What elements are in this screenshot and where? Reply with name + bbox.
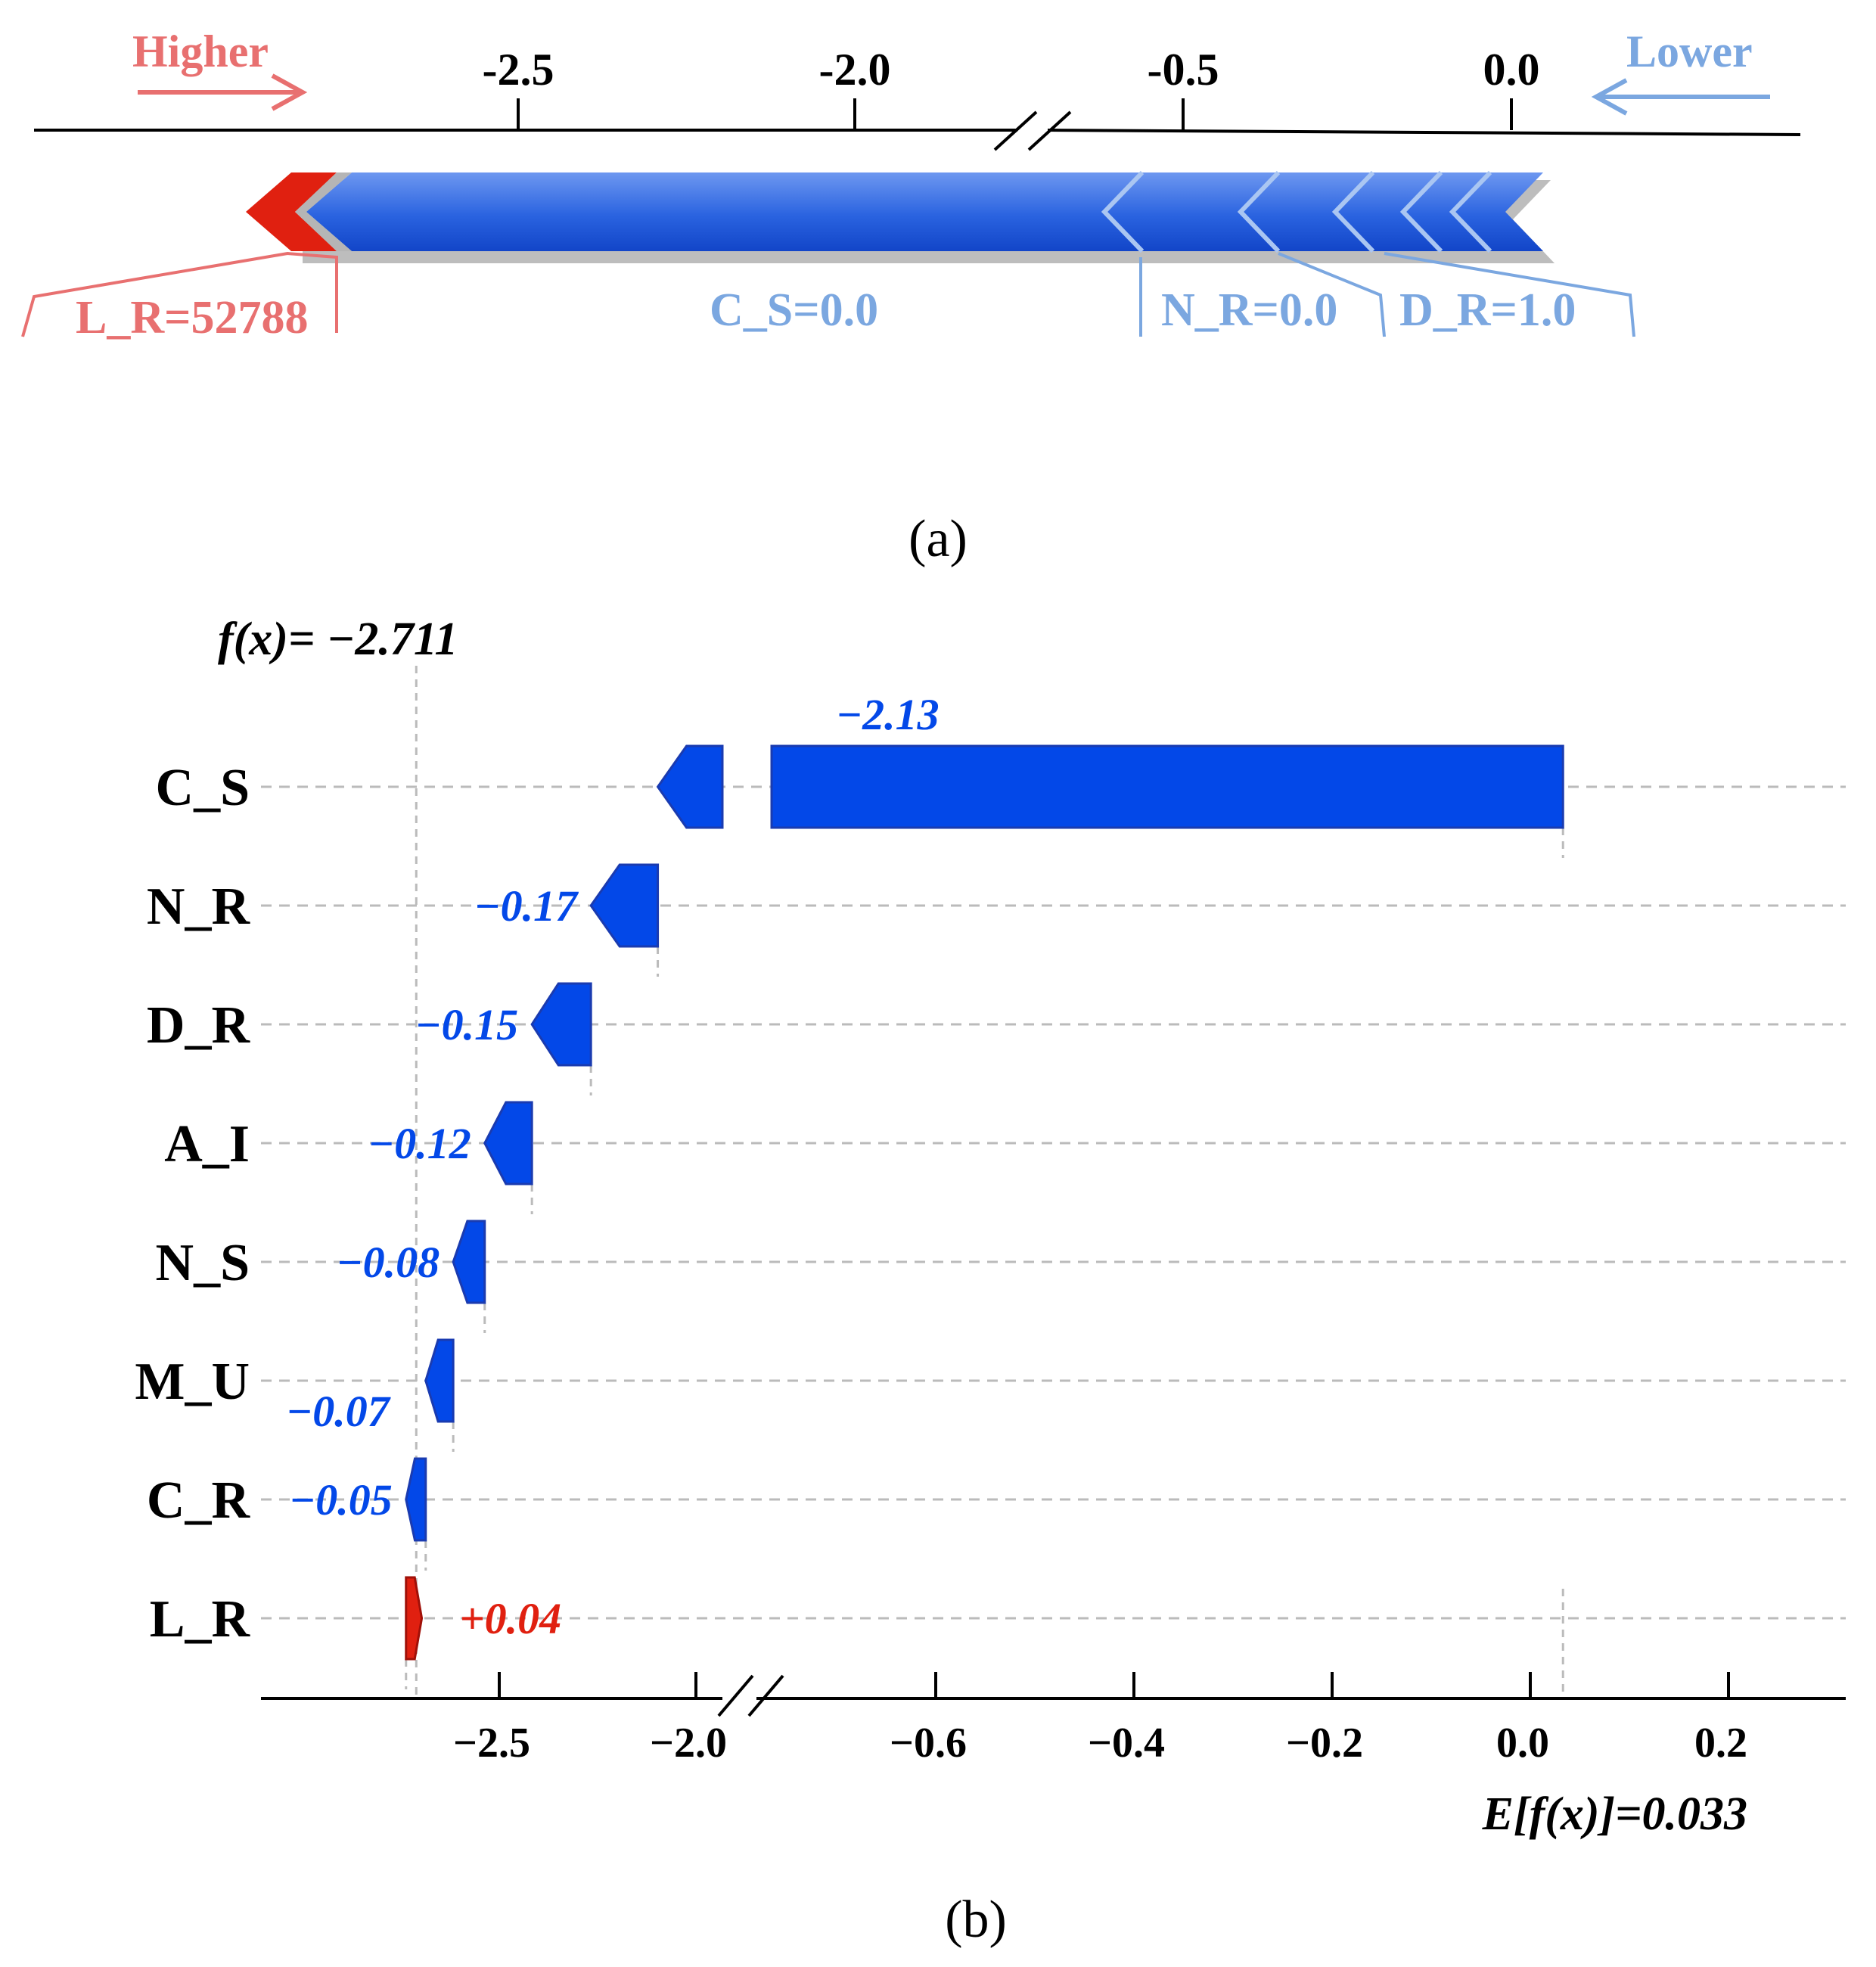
- axis-b-tick-label: 0.0: [1496, 1720, 1549, 1767]
- panel-a-force-plot: Higher Lower -2.5 -2.0 -0.5 0.0: [21, 26, 1801, 568]
- connector-l-r: [21, 251, 338, 337]
- axis-b: [261, 1674, 1846, 1717]
- force-bar-positive: [246, 172, 337, 251]
- waterfall-bar: [405, 1457, 427, 1542]
- connector-d-r: [1384, 252, 1635, 337]
- higher-arrow-icon: [138, 73, 308, 111]
- axis-b-tick-label: 0.2: [1694, 1720, 1747, 1767]
- waterfall-bar: [656, 744, 724, 829]
- feature-label: N_S: [156, 1234, 250, 1292]
- value-label: −0.15: [415, 1000, 519, 1049]
- feature-label: A_I: [164, 1115, 250, 1173]
- axis-a-break-mark: [993, 110, 1072, 151]
- higher-label: Higher: [132, 26, 269, 76]
- feature-label: D_R: [147, 996, 251, 1055]
- feature-label-d-r: D_R=1.0: [1399, 284, 1576, 336]
- force-bar-negative: [306, 172, 1543, 251]
- waterfall-bar: [530, 982, 592, 1067]
- feature-connectors: [21, 251, 1635, 337]
- value-label: −0.08: [337, 1238, 440, 1287]
- waterfall-bar: [589, 863, 660, 948]
- value-label: −0.07: [286, 1387, 391, 1436]
- value-label: −0.05: [289, 1475, 393, 1524]
- lower-label: Lower: [1626, 26, 1753, 76]
- axis-b-tick-label: −0.4: [1088, 1720, 1165, 1767]
- waterfall-bar: [770, 744, 1564, 829]
- axis-b-ticks: −2.5 −2.0 −0.6 −0.4 −0.2 0.0 0.2: [453, 1672, 1747, 1767]
- waterfall-value-labels: −2.13 −0.17 −0.15 −0.12 −0.08 −0.07 −0.05 +0.04: [286, 690, 940, 1643]
- waterfall-bars: [405, 744, 1564, 1661]
- force-bar-chevrons: [1101, 170, 1492, 253]
- waterfall-bar: [483, 1101, 533, 1185]
- axis-a: -2.5 -2.0 -0.5 0.0: [34, 45, 1801, 151]
- value-label: −2.13: [836, 690, 940, 739]
- feature-label: N_R: [147, 878, 251, 936]
- value-label: +0.04: [460, 1594, 562, 1643]
- waterfall-bar: [405, 1576, 424, 1661]
- axis-b-tick-label: −0.2: [1286, 1720, 1363, 1767]
- axis-b-break-mark: [717, 1674, 784, 1717]
- value-label: −0.17: [474, 881, 579, 931]
- fx-label: f(x)= −2.711: [218, 614, 458, 665]
- feature-label-l-r: L_R=52788: [76, 292, 308, 343]
- force-bar-positive-shadow: [295, 172, 352, 251]
- feature-label: C_S: [156, 759, 250, 817]
- lower-arrow-icon: [1591, 78, 1770, 116]
- feature-label: C_R: [147, 1471, 251, 1530]
- axis-b-tick-label: −0.6: [890, 1720, 967, 1767]
- axis-b-tick-label: −2.0: [650, 1720, 727, 1767]
- panel-a-label: (a): [908, 510, 968, 568]
- waterfall-bar: [452, 1220, 486, 1304]
- feature-label-c-s: C_S=0.0: [710, 284, 878, 336]
- axis-a-tick-label: -2.5: [483, 45, 554, 95]
- waterfall-feature-labels: C_S N_R D_R A_I N_S M_U C_R L_R: [135, 759, 250, 1648]
- axis-a-tick-label: -2.0: [819, 45, 891, 95]
- feature-label: L_R: [150, 1590, 251, 1648]
- value-label: −0.12: [368, 1119, 471, 1168]
- axis-a-tick-label: -0.5: [1148, 45, 1219, 95]
- expected-value-label: E[f(x)]=0.033: [1482, 1788, 1747, 1840]
- feature-label: M_U: [135, 1353, 250, 1411]
- connector-n-r: [1278, 252, 1386, 337]
- axis-a-tick-label: 0.0: [1483, 45, 1540, 95]
- panel-b-label: (b): [945, 1891, 1007, 1949]
- panel-b-waterfall-plot: f(x)= −2.711 C_S N_R D_R A_I N_S M_U C_R L_R −2…: [135, 614, 1846, 1949]
- waterfall-bar: [424, 1338, 455, 1423]
- force-bar: [246, 170, 1555, 263]
- feature-label-n-r: N_R=0.0: [1161, 284, 1337, 336]
- axis-b-tick-label: −2.5: [453, 1720, 530, 1767]
